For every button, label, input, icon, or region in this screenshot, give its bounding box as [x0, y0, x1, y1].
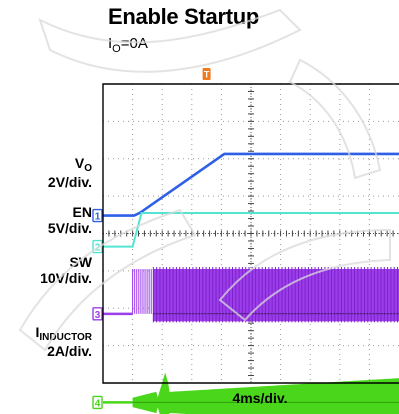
inductor-marker: 4	[92, 395, 103, 410]
vo-scale: 2V/div.	[47, 174, 92, 190]
grid	[102, 83, 399, 383]
channel-markers: 1 2 3 4 T	[92, 68, 211, 410]
trigger-marker-label: T	[204, 70, 210, 80]
vo-marker: 1	[92, 208, 103, 223]
vo-label: VO 2V/div.	[20, 155, 92, 190]
vo-marker-number: 1	[95, 212, 101, 223]
inductor-marker-number: 4	[95, 398, 101, 409]
sw-trace	[103, 267, 399, 323]
en-marker: 2	[92, 239, 103, 254]
inductor-marker-box	[92, 395, 103, 410]
sw-marker-number: 3	[95, 310, 101, 321]
vo-name: VO	[74, 155, 92, 174]
en-marker-number: 2	[95, 243, 101, 254]
sw-envelope	[153, 269, 399, 322]
sw-marker: 3	[92, 307, 103, 321]
trigger-marker: T	[202, 68, 211, 80]
x-axis-label: 4ms/div.	[232, 390, 288, 406]
